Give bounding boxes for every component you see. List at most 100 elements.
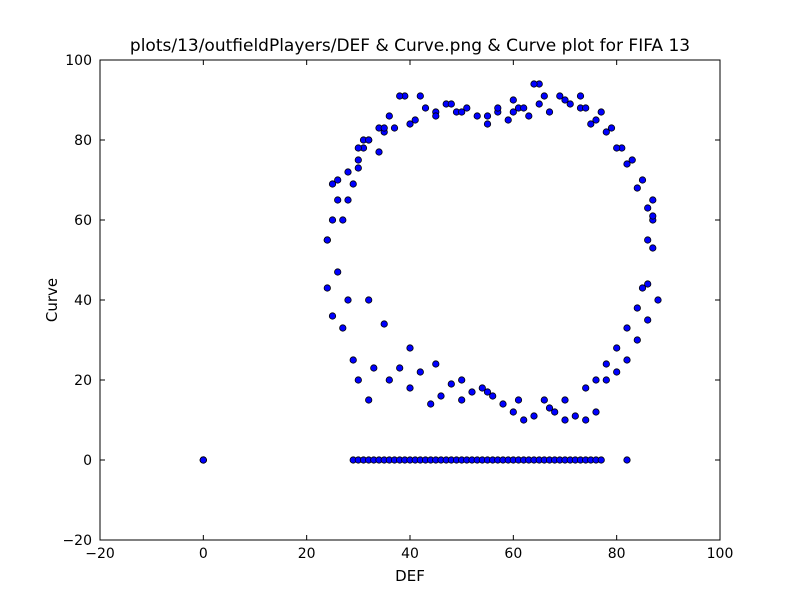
data-point [380,124,388,132]
x-tick-label: 80 [608,546,626,562]
data-point [545,404,554,412]
data-point [525,112,533,120]
data-point [396,92,404,100]
data-point [339,216,347,224]
data-point [437,392,445,400]
data-point [602,360,610,368]
data-point [390,124,399,132]
axis-ticks: −20 0 20 40 60 80 100 −20 0 20 40 60 80 100 [62,53,733,562]
data-point [561,96,569,104]
data-point [535,100,543,108]
data-point [623,356,631,364]
data-point [478,384,486,392]
data-point [365,136,373,144]
data-point [427,400,435,408]
data-point [556,92,564,100]
y-tick-label: −20 [62,533,92,549]
data-point [592,116,600,124]
data-point [540,396,548,404]
data-point [483,112,492,120]
data-point [623,456,631,464]
chart-title: plots/13/outfieldPlayers/DEF & Curve.png… [130,36,690,56]
data-point [468,388,476,396]
data-point [597,456,605,464]
data-point [623,324,631,332]
data-point [561,416,569,424]
data-point [576,92,585,100]
data-point [349,180,357,188]
data-point [458,376,466,384]
data-point [644,204,652,212]
data-point [199,456,207,464]
data-point [592,408,600,416]
data-point [396,364,404,372]
data-point [432,360,440,368]
data-point [628,156,636,164]
data-point [566,100,574,108]
x-tick-label: 0 [199,546,208,562]
data-point [344,168,352,176]
data-point [406,384,414,392]
data-point [494,104,502,112]
data-point [328,312,337,320]
data-point [421,104,430,112]
data-point [354,164,362,172]
data-points [199,80,662,464]
data-point [582,384,590,392]
x-tick-label: −20 [85,546,115,562]
x-tick-label: 60 [504,546,522,562]
data-point [613,344,621,352]
data-point [328,180,337,188]
data-point [509,108,517,116]
data-point [514,396,523,404]
data-point [638,284,647,292]
data-point [509,408,517,416]
data-point [463,104,471,112]
data-point [323,236,331,244]
data-point [587,120,595,128]
data-point [571,412,579,420]
data-point [623,160,631,168]
data-point [644,316,652,324]
data-point [447,100,455,108]
data-point [334,176,342,184]
data-point [334,196,342,204]
data-point [365,296,373,304]
data-point [551,408,559,416]
data-point [406,120,414,128]
data-point [633,336,641,344]
data-point [649,244,657,252]
data-point [483,120,492,128]
data-point [328,216,337,224]
data-point [520,104,528,112]
data-point [447,380,455,388]
data-point [602,376,610,384]
data-point [483,388,492,396]
data-point [499,400,507,408]
data-point [354,156,362,164]
data-point [473,112,481,120]
data-point [545,108,554,116]
data-point [561,396,569,404]
data-point [509,96,517,104]
x-tick-label: 40 [401,546,419,562]
data-point [633,304,641,312]
data-point [354,376,362,384]
data-point [416,368,424,376]
data-point [607,124,616,132]
y-tick-label: 40 [74,293,92,309]
y-tick-label: 0 [83,453,92,469]
y-axis-label: Curve [43,278,61,322]
data-point [582,104,590,112]
data-point [582,416,590,424]
y-tick-label: 20 [74,373,92,389]
y-tick-label: 100 [65,53,92,69]
x-tick-label: 20 [298,546,316,562]
data-point [644,280,652,288]
data-point [339,324,347,332]
data-point [644,236,652,244]
data-point [375,148,383,156]
data-point [365,396,373,404]
data-point [344,296,352,304]
